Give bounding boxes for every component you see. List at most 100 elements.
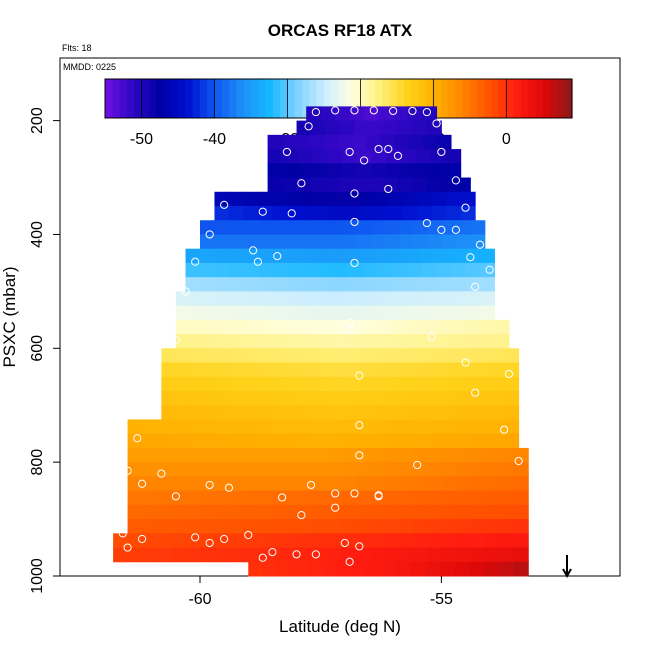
- heatmap-cell: [351, 561, 367, 577]
- heatmap-cell: [422, 134, 438, 150]
- observation-point: [137, 479, 147, 488]
- heatmap-cell: [378, 305, 394, 321]
- colorbar-segment: [367, 79, 376, 118]
- heatmap-cell: [490, 362, 505, 378]
- heatmap-cell: [356, 462, 372, 477]
- heatmap-cell: [456, 476, 472, 492]
- heatmap-cell: [465, 305, 481, 321]
- heatmap-cell: [399, 447, 415, 463]
- heatmap-cell: [261, 362, 277, 378]
- heatmap-cell: [356, 547, 372, 563]
- heatmap-cell: [273, 248, 290, 264]
- colorbar-segment: [207, 79, 216, 118]
- heatmap-cell: [347, 262, 363, 278]
- heatmap-cell: [315, 433, 331, 449]
- heatmap-cell: [301, 419, 317, 435]
- heatmap-cell: [332, 405, 348, 420]
- observation-point: [529, 456, 538, 466]
- heatmap-cell: [436, 334, 452, 349]
- heatmap-cell: [228, 234, 244, 250]
- heatmap-cell: [442, 504, 458, 520]
- heatmap-cell: [354, 177, 370, 193]
- colorbar-segment: [389, 79, 398, 118]
- heatmap-cell: [340, 177, 355, 193]
- heatmap-cell: [247, 362, 262, 378]
- observation-point: [504, 369, 514, 379]
- heatmap-cell: [247, 391, 262, 406]
- heatmap-cell: [446, 191, 462, 207]
- observation-point: [258, 207, 267, 216]
- heatmap-cell: [413, 447, 429, 463]
- heatmap-cell: [332, 277, 348, 292]
- observation-point: [205, 538, 214, 548]
- heatmap-cell: [413, 547, 429, 563]
- heatmap-cell: [127, 462, 143, 477]
- observation-point: [355, 542, 364, 551]
- heatmap-cell: [204, 348, 220, 364]
- heatmap-cell: [407, 305, 423, 321]
- heatmap-cell: [380, 561, 397, 577]
- heatmap-cell: [370, 504, 386, 520]
- heatmap-cell: [499, 519, 515, 534]
- heatmap-cell: [214, 206, 230, 221]
- heatmap-cell: [309, 134, 325, 150]
- heatmap-cell: [475, 405, 491, 420]
- heatmap-cell: [328, 234, 343, 250]
- heatmap-cell: [156, 504, 172, 520]
- heatmap-cell: [456, 519, 472, 534]
- heatmap-cell: [342, 220, 358, 235]
- heatmap-cell: [475, 433, 491, 449]
- heatmap-cell: [428, 462, 443, 477]
- heatmap-cell: [261, 376, 277, 392]
- heatmap-cell: [261, 348, 277, 364]
- heatmap-cell: [422, 334, 438, 349]
- heatmap-cell: [161, 376, 177, 392]
- heatmap-cell: [285, 462, 300, 477]
- heatmap-cell: [161, 405, 177, 420]
- heatmap-cell: [461, 376, 477, 392]
- heatmap-cell: [456, 490, 472, 506]
- heatmap-cell: [480, 334, 495, 349]
- heatmap-cell: [175, 362, 191, 378]
- heatmap-cell: [480, 305, 495, 321]
- heatmap-cell: [332, 262, 348, 278]
- heatmap-cell: [498, 561, 515, 577]
- y-tick-label: 600: [29, 335, 46, 362]
- colorbar-segment: [258, 79, 267, 118]
- heatmap-cell: [285, 490, 300, 506]
- heatmap-cell: [315, 206, 331, 221]
- heatmap-cell: [184, 447, 200, 463]
- heatmap-cell: [490, 376, 505, 392]
- heatmap-cell: [284, 533, 300, 549]
- colorbar-segment: [170, 79, 179, 118]
- heatmap-cell: [271, 220, 286, 235]
- heatmap-cell: [342, 447, 358, 463]
- heatmap-cell: [428, 504, 443, 520]
- heatmap-cell: [248, 305, 264, 321]
- observation-point: [529, 496, 538, 505]
- heatmap-cell: [431, 433, 447, 449]
- heatmap-cell: [407, 319, 423, 335]
- heatmap-cell: [313, 234, 329, 250]
- heatmap-cell: [390, 362, 405, 378]
- observation-point: [345, 557, 354, 566]
- heatmap-cell: [399, 220, 415, 235]
- heatmap-cell: [347, 405, 362, 420]
- observation-point: [157, 469, 166, 478]
- observation-point: [466, 253, 475, 262]
- heatmap-cell: [275, 391, 291, 406]
- observation-point: [181, 287, 190, 296]
- heatmap-cell: [248, 561, 264, 577]
- heatmap-cell: [490, 348, 505, 364]
- heatmap-cell: [373, 206, 389, 221]
- heatmap-cell: [227, 504, 243, 520]
- observation-point: [171, 335, 180, 344]
- heatmap-cell: [320, 291, 336, 307]
- heatmap-cell: [376, 277, 392, 292]
- heatmap-cell: [233, 319, 249, 335]
- heatmap-cell: [349, 334, 365, 349]
- colorbar-segment: [404, 79, 413, 118]
- observation-markers: [104, 106, 538, 575]
- heatmap-cell: [175, 305, 191, 321]
